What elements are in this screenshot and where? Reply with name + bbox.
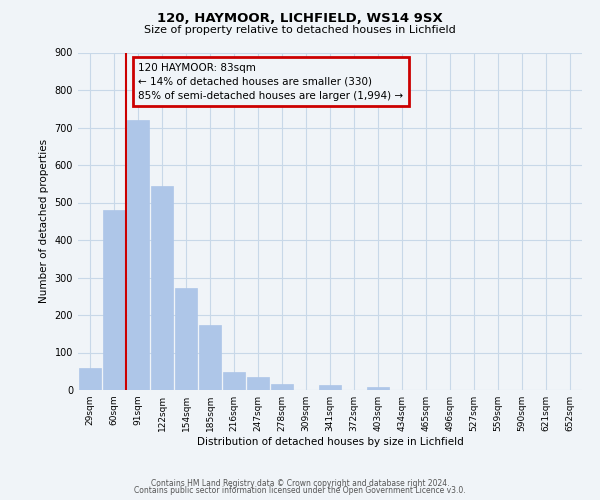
Bar <box>79 368 101 390</box>
Text: 120 HAYMOOR: 83sqm
← 14% of detached houses are smaller (330)
85% of semi-detach: 120 HAYMOOR: 83sqm ← 14% of detached hou… <box>139 62 404 100</box>
Bar <box>223 372 245 390</box>
Bar <box>367 388 389 390</box>
X-axis label: Distribution of detached houses by size in Lichfield: Distribution of detached houses by size … <box>197 437 463 447</box>
Text: Contains HM Land Registry data © Crown copyright and database right 2024.: Contains HM Land Registry data © Crown c… <box>151 478 449 488</box>
Text: Contains public sector information licensed under the Open Government Licence v3: Contains public sector information licen… <box>134 486 466 495</box>
Bar <box>247 377 269 390</box>
Bar <box>103 210 125 390</box>
Bar <box>199 325 221 390</box>
Text: 120, HAYMOOR, LICHFIELD, WS14 9SX: 120, HAYMOOR, LICHFIELD, WS14 9SX <box>157 12 443 26</box>
Text: Size of property relative to detached houses in Lichfield: Size of property relative to detached ho… <box>144 25 456 35</box>
Bar <box>175 288 197 390</box>
Bar <box>151 186 173 390</box>
Bar <box>127 120 149 390</box>
Bar <box>271 384 293 390</box>
Bar <box>319 385 341 390</box>
Y-axis label: Number of detached properties: Number of detached properties <box>39 139 49 304</box>
